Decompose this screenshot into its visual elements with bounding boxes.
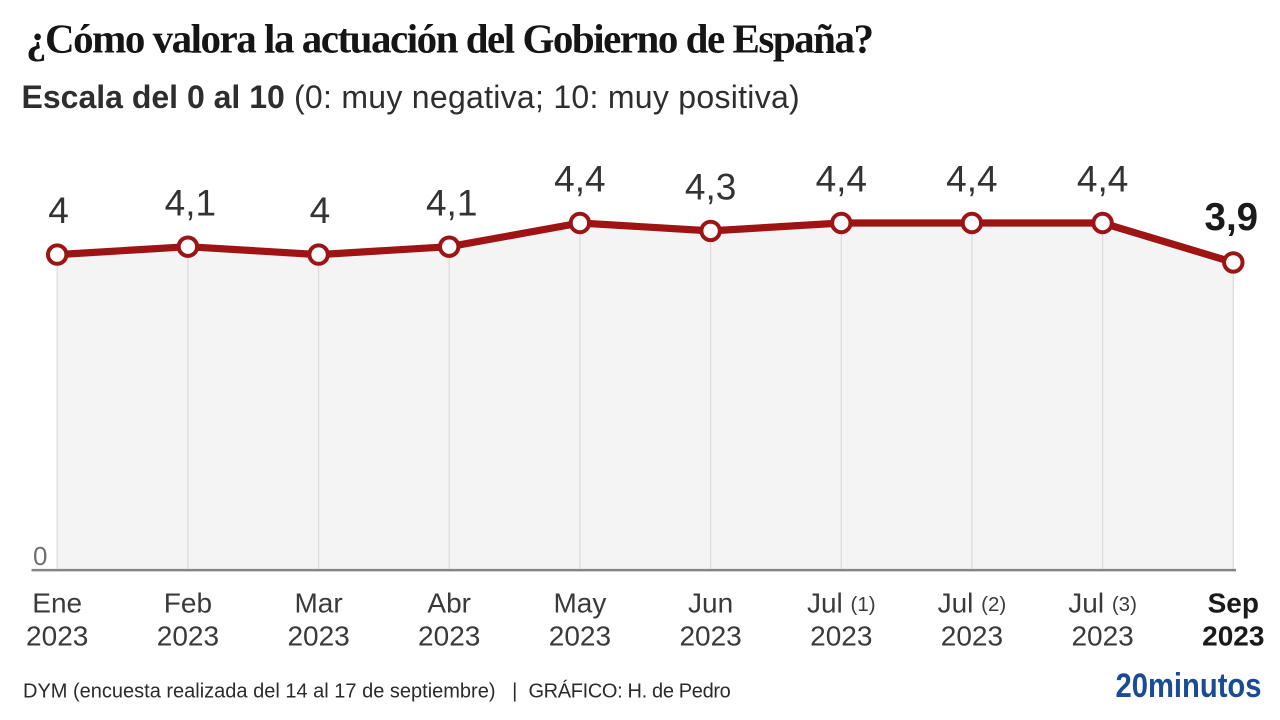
svg-text:Mar: Mar: [294, 588, 342, 619]
svg-text:DYM (encuesta realizada del 14: DYM (encuesta realizada del 14 al 17 de …: [23, 680, 731, 703]
svg-text:Jul (3): Jul (3): [1068, 588, 1137, 619]
svg-text:4,4: 4,4: [554, 159, 605, 200]
svg-text:4,4: 4,4: [816, 159, 867, 200]
svg-text:3,9: 3,9: [1205, 196, 1259, 239]
svg-text:4: 4: [48, 190, 69, 231]
svg-text:20minutos: 20minutos: [1116, 667, 1262, 705]
svg-text:2023: 2023: [26, 621, 88, 652]
svg-text:Ene: Ene: [32, 588, 82, 619]
svg-text:May: May: [553, 588, 606, 619]
svg-text:2023: 2023: [810, 621, 872, 652]
svg-text:Jun: Jun: [688, 588, 733, 619]
svg-text:4,4: 4,4: [946, 159, 997, 200]
svg-text:2023: 2023: [679, 621, 741, 652]
svg-text:4: 4: [310, 190, 331, 231]
svg-text:Jul (2): Jul (2): [938, 588, 1007, 619]
svg-text:Feb: Feb: [164, 588, 212, 619]
svg-text:0: 0: [33, 541, 47, 571]
svg-text:2023: 2023: [1071, 621, 1133, 652]
svg-text:Abr: Abr: [427, 588, 471, 619]
svg-text:2023: 2023: [287, 621, 349, 652]
svg-text:2023: 2023: [418, 621, 480, 652]
svg-text:4,3: 4,3: [685, 167, 736, 208]
svg-text:2023: 2023: [157, 621, 219, 652]
svg-text:2023: 2023: [941, 621, 1003, 652]
svg-text:¿Cómo valora la actuación del: ¿Cómo valora la actuación del Gobierno d…: [26, 16, 874, 62]
svg-text:2023: 2023: [1202, 621, 1264, 652]
svg-text:4,1: 4,1: [426, 182, 477, 223]
svg-text:Sep: Sep: [1208, 588, 1259, 619]
svg-text:Escala del 0 al 10 (0: muy neg: Escala del 0 al 10 (0: muy negativa; 10:…: [22, 79, 801, 115]
svg-text:4,4: 4,4: [1077, 159, 1128, 200]
svg-text:2023: 2023: [549, 621, 611, 652]
svg-text:4,1: 4,1: [165, 182, 216, 223]
svg-text:Jul (1): Jul (1): [807, 588, 876, 619]
